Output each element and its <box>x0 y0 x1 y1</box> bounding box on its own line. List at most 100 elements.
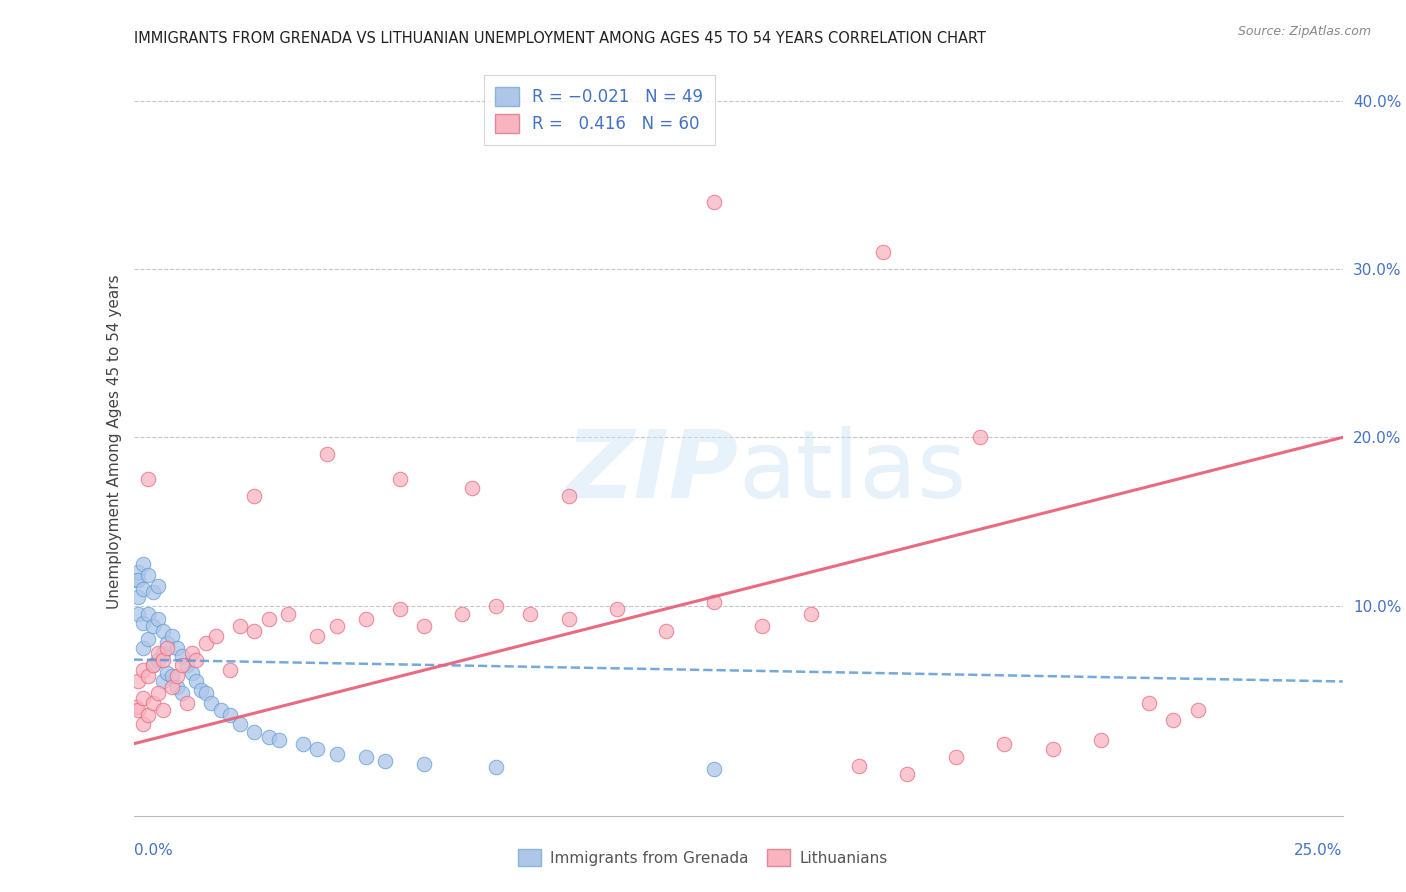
Point <box>146 652 169 666</box>
Point <box>969 430 991 444</box>
Point <box>606 602 628 616</box>
Point <box>142 657 165 672</box>
Point <box>654 624 676 638</box>
Point <box>325 619 347 633</box>
Point <box>519 607 541 621</box>
Point <box>277 607 299 621</box>
Point <box>162 629 184 643</box>
Point <box>132 691 155 706</box>
Point <box>374 754 396 768</box>
Point <box>190 682 212 697</box>
Point <box>993 737 1015 751</box>
Point <box>132 640 155 655</box>
Point <box>152 652 174 666</box>
Point <box>156 666 179 681</box>
Point <box>848 758 870 772</box>
Point <box>751 619 773 633</box>
Point <box>142 585 165 599</box>
Point <box>316 447 339 461</box>
Point <box>156 640 179 655</box>
Point <box>170 657 193 672</box>
Point <box>325 747 347 761</box>
Point <box>180 666 202 681</box>
Point <box>186 674 208 689</box>
Point <box>1090 733 1112 747</box>
Point <box>945 750 967 764</box>
Point <box>166 640 188 655</box>
Point <box>127 565 149 579</box>
Point <box>703 762 725 776</box>
Point <box>558 489 581 503</box>
Point <box>162 680 184 694</box>
Point <box>132 557 155 571</box>
Point <box>1163 713 1185 727</box>
Point <box>485 599 508 613</box>
Legend: R = −0.021   N = 49, R =   0.416   N = 60: R = −0.021 N = 49, R = 0.416 N = 60 <box>484 75 714 145</box>
Point <box>127 591 149 605</box>
Point <box>136 472 159 486</box>
Point <box>896 767 918 781</box>
Point <box>703 595 725 609</box>
Legend: Immigrants from Grenada, Lithuanians: Immigrants from Grenada, Lithuanians <box>510 842 896 873</box>
Point <box>166 669 188 683</box>
Point <box>136 708 159 723</box>
Point <box>388 602 411 616</box>
Point <box>209 703 232 717</box>
Point <box>156 636 179 650</box>
Point <box>127 703 149 717</box>
Point <box>132 663 155 677</box>
Point <box>152 674 174 689</box>
Point <box>1137 697 1160 711</box>
Point <box>146 578 169 592</box>
Point <box>558 612 581 626</box>
Point <box>142 657 165 672</box>
Point <box>219 663 242 677</box>
Point <box>243 725 266 739</box>
Point <box>703 194 725 209</box>
Point <box>1187 703 1209 717</box>
Point <box>307 629 329 643</box>
Point <box>200 697 222 711</box>
Point <box>257 730 280 744</box>
Point <box>127 607 149 621</box>
Point <box>388 472 411 486</box>
Point <box>307 741 329 756</box>
Point <box>412 619 434 633</box>
Point <box>451 607 474 621</box>
Point <box>354 750 377 764</box>
Point <box>176 697 198 711</box>
Point <box>152 624 174 638</box>
Point <box>195 686 218 700</box>
Point <box>186 652 208 666</box>
Point <box>127 574 149 588</box>
Text: ZIP: ZIP <box>565 425 738 517</box>
Text: 0.0%: 0.0% <box>134 843 173 858</box>
Point <box>136 607 159 621</box>
Point <box>170 649 193 664</box>
Text: IMMIGRANTS FROM GRENADA VS LITHUANIAN UNEMPLOYMENT AMONG AGES 45 TO 54 YEARS COR: IMMIGRANTS FROM GRENADA VS LITHUANIAN UN… <box>134 31 986 46</box>
Point <box>132 582 155 596</box>
Point <box>146 686 169 700</box>
Point <box>176 657 198 672</box>
Point <box>152 646 174 660</box>
Point <box>204 629 226 643</box>
Point <box>243 624 266 638</box>
Point <box>136 568 159 582</box>
Point <box>132 716 155 731</box>
Point <box>142 619 165 633</box>
Point <box>267 733 290 747</box>
Point <box>461 481 484 495</box>
Point <box>229 619 252 633</box>
Point <box>132 615 155 630</box>
Point <box>125 574 148 588</box>
Text: atlas: atlas <box>738 425 966 517</box>
Point <box>291 737 314 751</box>
Text: 25.0%: 25.0% <box>1295 843 1343 858</box>
Point <box>800 607 823 621</box>
Text: Source: ZipAtlas.com: Source: ZipAtlas.com <box>1237 25 1371 38</box>
Point <box>180 646 202 660</box>
Point <box>136 632 159 647</box>
Point <box>229 716 252 731</box>
Point <box>146 612 169 626</box>
Point <box>142 697 165 711</box>
